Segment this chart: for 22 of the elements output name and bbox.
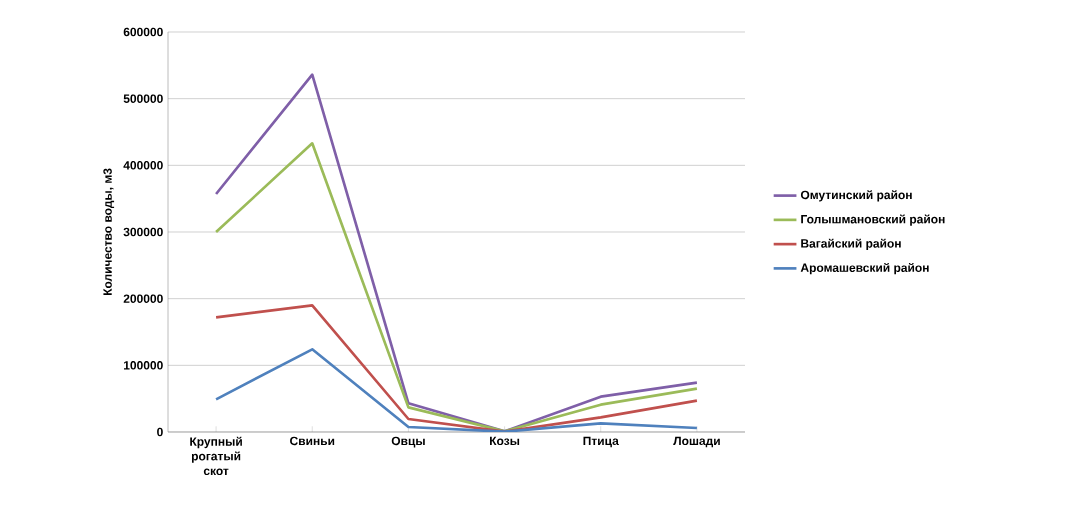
x-tick-label: Крупный рогатый скот <box>190 436 242 476</box>
legend-label: Голышмановский район <box>801 214 945 226</box>
y-axis-title: Количество воды, м3 <box>103 168 115 296</box>
x-tick-label: Птица <box>583 436 619 448</box>
y-tick-label: 600000 <box>123 27 163 37</box>
line-series <box>214 73 699 432</box>
legend-label: Вагайский район <box>801 238 901 251</box>
line-series <box>214 141 699 432</box>
line-series <box>214 304 699 432</box>
x-tick-label: Овцы <box>391 436 425 448</box>
legend-label: Аромашевский район <box>800 262 929 275</box>
y-tick-label: 0 <box>157 427 163 437</box>
y-tick-label: 100000 <box>124 361 163 370</box>
y-tick-label: 300000 <box>123 227 163 237</box>
y-tick-label: 400000 <box>123 161 163 170</box>
legend-label: Омутинский район <box>800 190 912 202</box>
y-tick-label: 200000 <box>123 294 163 303</box>
y-tick-label: 500000 <box>123 94 163 103</box>
line-series <box>214 347 699 432</box>
x-tick-label: Козы <box>490 436 520 446</box>
x-tick-label: Свиньи <box>290 436 335 446</box>
x-tick-label: Лошади <box>673 436 720 448</box>
